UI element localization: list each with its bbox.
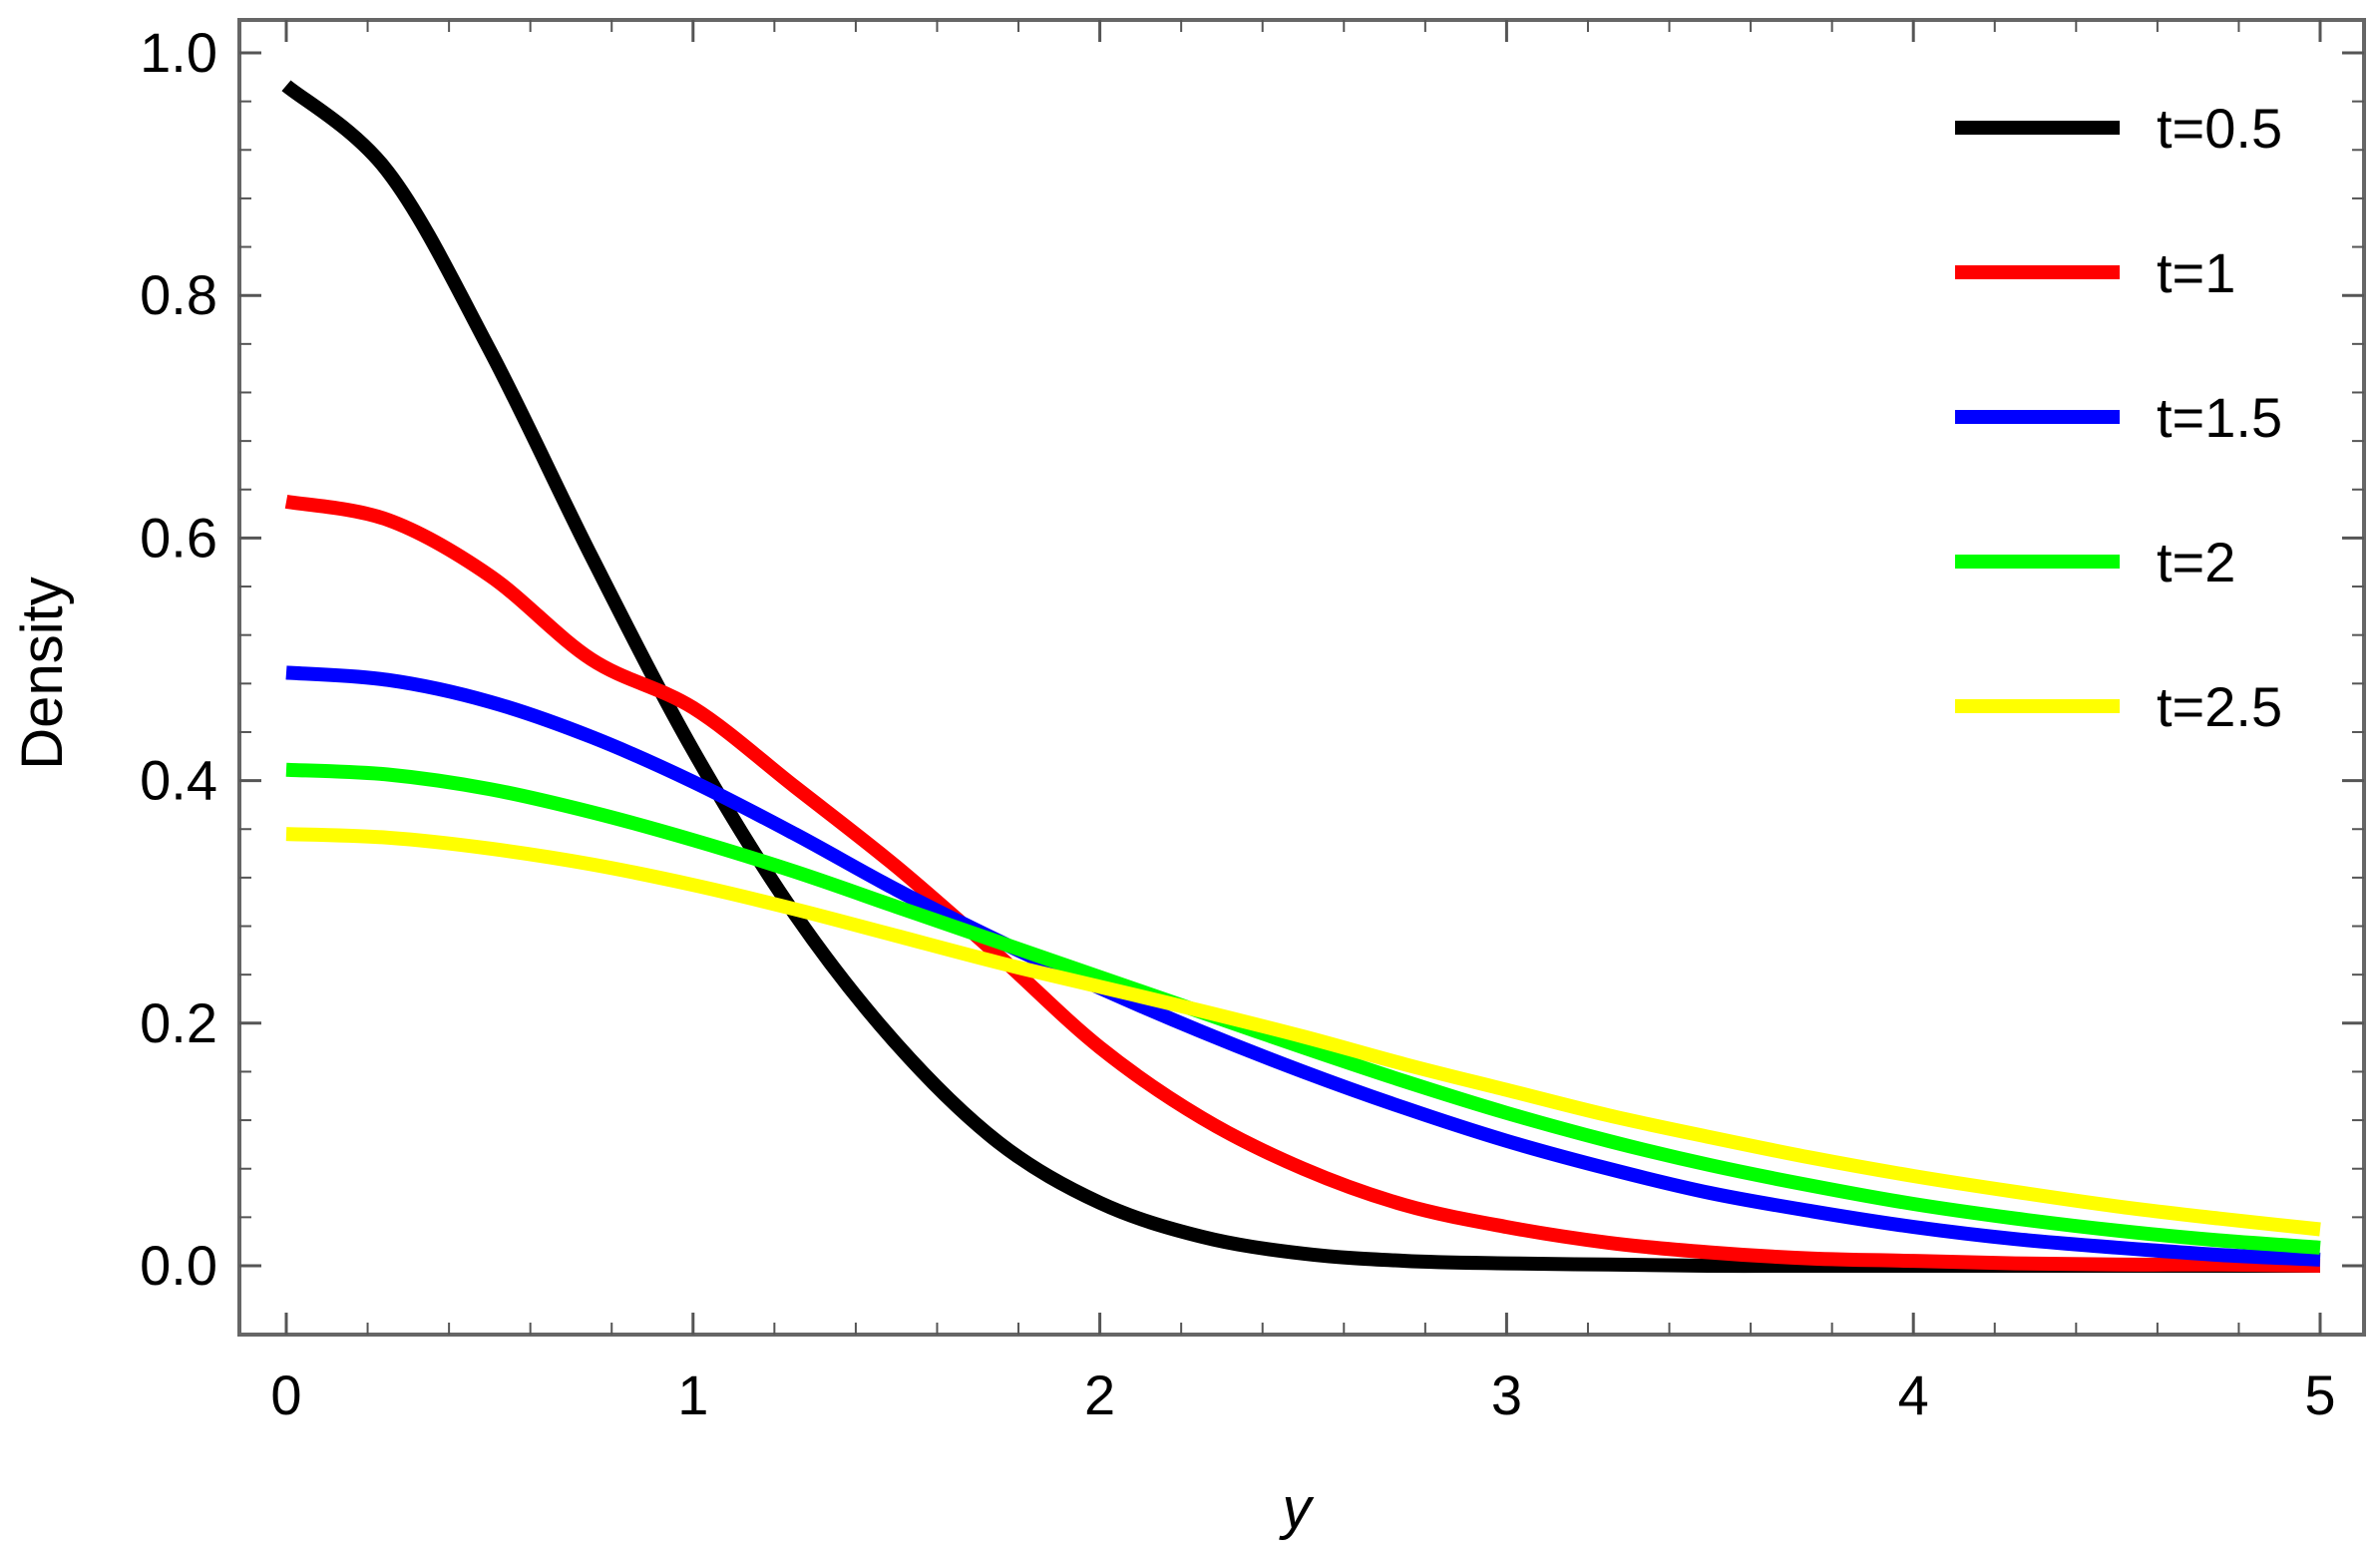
axis-ticks: 0 1 2 3 4 5 0.0 0.2 0.4 0.6 0.8 1.0 — [140, 20, 2364, 1426]
x-tick-label: 5 — [2304, 1363, 2335, 1426]
x-tick-label: 1 — [677, 1363, 708, 1426]
legend-label: t=1 — [2157, 241, 2235, 304]
y-tick-label: 0.8 — [140, 263, 217, 326]
legend: t=0.5 t=1 t=1.5 t=2 t=2.5 — [1955, 97, 2282, 738]
y-tick-label: 1.0 — [140, 21, 217, 84]
x-tick-label: 4 — [1898, 1363, 1929, 1426]
series-line-t-2 — [285, 762, 2321, 1255]
y-tick-label: 0.0 — [140, 1234, 217, 1297]
y-axis-label: Density — [10, 577, 75, 769]
legend-label: t=2.5 — [2157, 675, 2282, 738]
legend-label: t=1.5 — [2157, 386, 2282, 449]
legend-label: t=2 — [2157, 531, 2235, 593]
y-tick-label: 0.6 — [140, 506, 217, 569]
legend-label: t=0.5 — [2157, 97, 2282, 160]
plot-frame — [237, 18, 2366, 1337]
series-line-t-1-5 — [285, 665, 2321, 1267]
series-line-t-2-5 — [285, 827, 2321, 1237]
x-tick-label: 3 — [1491, 1363, 1522, 1426]
x-tick-label: 0 — [270, 1363, 301, 1426]
series-line-t-1 — [284, 494, 2321, 1273]
y-tick-label: 0.2 — [140, 991, 217, 1054]
plot-border — [237, 18, 2366, 1337]
x-axis-label: y — [1279, 1476, 1315, 1541]
y-tick-label: 0.4 — [140, 749, 217, 812]
x-tick-label: 2 — [1084, 1363, 1115, 1426]
series-lines — [281, 80, 2321, 1274]
